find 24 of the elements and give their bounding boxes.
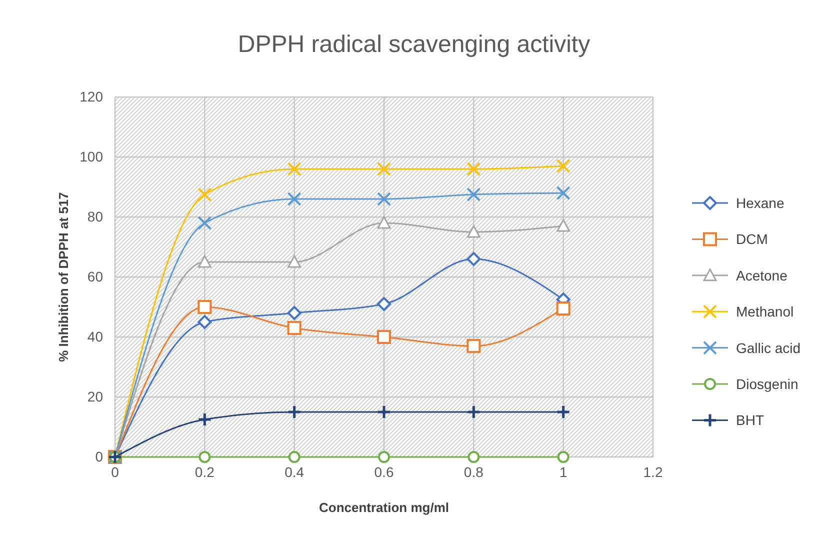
x-tick-label: 0 bbox=[111, 464, 120, 480]
x-axis-title: Concentration mg/ml bbox=[318, 500, 450, 515]
legend-label: Diosgenin bbox=[736, 376, 798, 392]
legend-label: Hexane bbox=[736, 195, 784, 211]
x-tick-label: 0.4 bbox=[284, 464, 304, 480]
legend-label: Acetone bbox=[736, 267, 788, 284]
x-tick-label: 0.8 bbox=[464, 464, 484, 480]
y-tick-label: 100 bbox=[80, 148, 104, 164]
legend-label: BHT bbox=[736, 412, 764, 428]
y-tick-label: 20 bbox=[87, 388, 104, 404]
x-tick-label: 0.2 bbox=[194, 464, 215, 480]
y-tick-label: 0 bbox=[95, 448, 104, 464]
y-axis-title: % Inhibition of DPPH at 517 bbox=[56, 192, 71, 362]
y-tick-label: 60 bbox=[87, 268, 104, 284]
legend-label: Gallic acid bbox=[736, 340, 801, 356]
legend-label: Methanol bbox=[736, 304, 794, 320]
x-tick-label: 1 bbox=[559, 464, 568, 480]
chart-title: DPPH radical scavenging activity bbox=[238, 31, 590, 58]
x-tick-label: 0.6 bbox=[374, 464, 394, 480]
x-tick-label: 1.2 bbox=[643, 464, 663, 480]
legend-label: DCM bbox=[736, 231, 768, 248]
y-tick-label: 120 bbox=[80, 88, 104, 104]
y-tick-label: 40 bbox=[87, 328, 104, 344]
y-tick-label: 80 bbox=[87, 208, 104, 224]
